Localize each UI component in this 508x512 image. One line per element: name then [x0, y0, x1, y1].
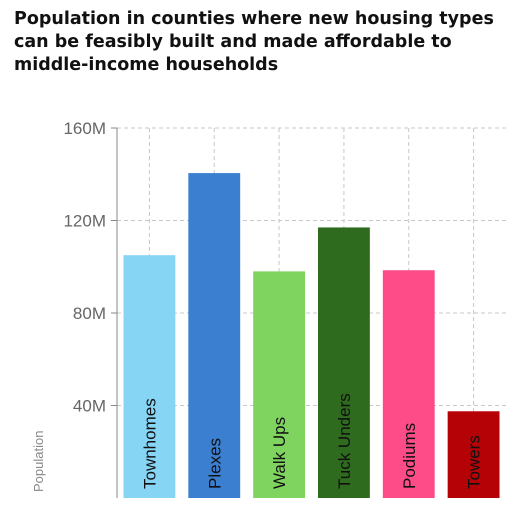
category-label: Tuck Unders	[335, 393, 354, 489]
y-tick-label: 40M	[73, 397, 106, 416]
y-tick-label: 80M	[73, 304, 106, 323]
bar-townhomes[interactable]	[123, 255, 176, 498]
y-tick-label: 160M	[63, 119, 106, 138]
y-axis: 40M 80M 120M 160M	[63, 119, 118, 498]
bar-plexes[interactable]	[188, 173, 241, 498]
category-label: Towers	[465, 435, 484, 489]
bar-towers[interactable]	[447, 411, 500, 498]
category-label: Plexes	[205, 438, 224, 489]
bar-podiums[interactable]	[382, 270, 435, 498]
y-tick-label: 120M	[63, 212, 106, 231]
bar-tuck-unders[interactable]	[317, 227, 370, 498]
bars: Townhomes Plexes Walk Ups Tuck Unders Podium…	[123, 173, 500, 498]
y-axis-label: Population	[31, 431, 46, 492]
category-label: Walk Ups	[270, 417, 289, 489]
chart-title: Population in counties where new housing…	[14, 9, 494, 75]
category-label: Townhomes	[140, 398, 159, 489]
bar-walk-ups[interactable]	[253, 271, 306, 498]
category-label: Podiums	[400, 423, 419, 489]
